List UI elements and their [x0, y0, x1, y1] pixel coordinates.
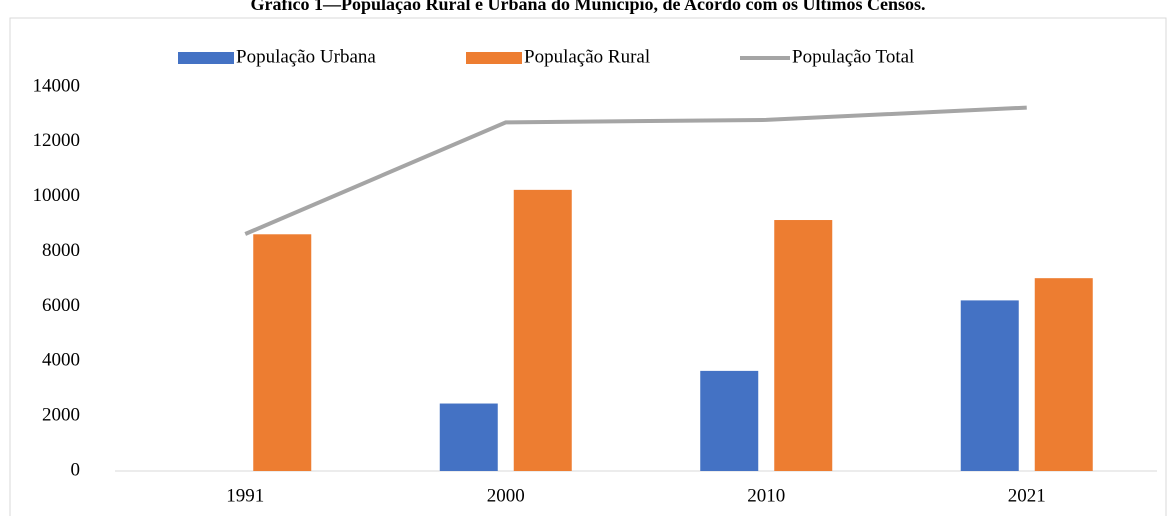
y-tick-label: 14000: [33, 75, 81, 96]
bar: [439, 403, 498, 471]
x-tick-label: 2000: [487, 485, 525, 506]
bar: [960, 300, 1019, 471]
x-tick-label: 2021: [1008, 485, 1046, 506]
bar: [700, 370, 759, 471]
bar: [1034, 278, 1093, 471]
y-tick-label: 10000: [33, 185, 81, 206]
bar: [513, 189, 572, 471]
legend-label: População Total: [792, 46, 914, 67]
bar: [774, 220, 833, 471]
y-tick-label: 12000: [33, 130, 81, 151]
legend-swatch: [466, 52, 522, 64]
line-series: [244, 105, 1027, 236]
x-tick-label: 1991: [226, 485, 264, 506]
y-tick-label: 8000: [42, 240, 80, 261]
legend-swatch: [178, 52, 234, 64]
legend-label: População Urbana: [236, 46, 376, 67]
x-tick-label: 2010: [747, 485, 785, 506]
chart-title: Gráfico 1—População Rural e Urbana do Mu…: [251, 0, 926, 14]
y-tick-label: 4000: [42, 350, 80, 371]
y-tick-label: 0: [71, 459, 81, 480]
legend-label: População Rural: [524, 46, 650, 67]
y-tick-label: 6000: [42, 295, 80, 316]
y-tick-label: 2000: [42, 405, 80, 426]
bar: [253, 234, 312, 471]
